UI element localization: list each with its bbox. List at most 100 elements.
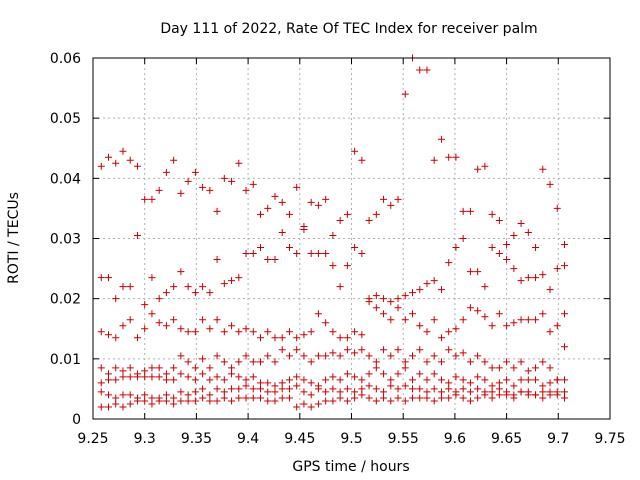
data-point bbox=[206, 186, 214, 194]
data-point bbox=[437, 334, 445, 342]
data-point bbox=[561, 388, 569, 396]
x-tick-label: 9.65 bbox=[491, 431, 522, 447]
data-point bbox=[126, 283, 134, 291]
data-point bbox=[358, 346, 366, 354]
data-point bbox=[97, 403, 105, 411]
data-point bbox=[162, 397, 170, 405]
y-tick-label: 0.01 bbox=[50, 352, 81, 368]
data-point bbox=[474, 385, 482, 393]
data-point bbox=[358, 391, 366, 399]
data-point bbox=[343, 262, 351, 270]
data-point bbox=[474, 307, 482, 315]
data-point bbox=[495, 385, 503, 393]
data-point bbox=[141, 373, 149, 381]
data-point bbox=[105, 331, 113, 339]
data-point bbox=[322, 250, 330, 258]
data-point bbox=[336, 376, 344, 384]
data-point bbox=[184, 283, 192, 291]
data-point bbox=[249, 394, 257, 402]
data-point bbox=[387, 298, 395, 306]
data-point bbox=[539, 165, 547, 173]
x-tick-label: 9.3 bbox=[134, 431, 156, 447]
data-point bbox=[343, 210, 351, 218]
data-point bbox=[97, 388, 105, 396]
data-point bbox=[293, 250, 301, 258]
data-point bbox=[394, 394, 402, 402]
data-point bbox=[300, 225, 308, 233]
data-point bbox=[285, 244, 293, 252]
data-point bbox=[372, 358, 380, 366]
data-point bbox=[228, 277, 236, 285]
data-point bbox=[155, 186, 163, 194]
data-point bbox=[524, 274, 532, 282]
data-point bbox=[249, 373, 257, 381]
data-point bbox=[133, 231, 141, 239]
data-point bbox=[539, 382, 547, 390]
data-point bbox=[561, 241, 569, 249]
data-point bbox=[546, 391, 554, 399]
data-point bbox=[372, 292, 380, 300]
data-point bbox=[524, 391, 532, 399]
data-point bbox=[264, 388, 272, 396]
data-point bbox=[488, 244, 496, 252]
data-point bbox=[119, 322, 127, 330]
data-point bbox=[459, 349, 467, 357]
data-point bbox=[177, 189, 185, 197]
data-point bbox=[401, 316, 409, 324]
data-point bbox=[351, 328, 359, 336]
data-point bbox=[184, 373, 192, 381]
data-point bbox=[314, 400, 322, 408]
data-point bbox=[199, 183, 207, 191]
data-point bbox=[264, 379, 272, 387]
data-point bbox=[524, 367, 532, 375]
data-point bbox=[170, 400, 178, 408]
data-point bbox=[148, 400, 156, 408]
data-point bbox=[553, 376, 561, 384]
data-point bbox=[387, 397, 395, 405]
data-point bbox=[213, 397, 221, 405]
data-point bbox=[409, 310, 417, 318]
data-point bbox=[394, 304, 402, 312]
data-point bbox=[423, 66, 431, 74]
data-point bbox=[481, 391, 489, 399]
data-point bbox=[481, 283, 489, 291]
data-point bbox=[155, 364, 163, 372]
data-point bbox=[264, 328, 272, 336]
data-point bbox=[466, 397, 474, 405]
data-point bbox=[336, 283, 344, 291]
data-point bbox=[452, 391, 460, 399]
data-point bbox=[264, 397, 272, 405]
data-point bbox=[170, 376, 178, 384]
data-point bbox=[206, 364, 214, 372]
data-point bbox=[162, 289, 170, 297]
data-point bbox=[141, 391, 149, 399]
data-point bbox=[474, 165, 482, 173]
data-point bbox=[271, 382, 279, 390]
data-point bbox=[191, 388, 199, 396]
x-tick-label: 9.4 bbox=[237, 431, 259, 447]
data-point bbox=[481, 162, 489, 170]
data-point bbox=[329, 328, 337, 336]
data-point bbox=[300, 331, 308, 339]
data-point bbox=[445, 385, 453, 393]
data-point bbox=[112, 334, 120, 342]
data-point bbox=[220, 388, 228, 396]
data-point bbox=[380, 370, 388, 378]
data-point bbox=[380, 388, 388, 396]
data-point bbox=[184, 358, 192, 366]
data-point bbox=[561, 343, 569, 351]
data-point bbox=[329, 349, 337, 357]
data-point bbox=[278, 385, 286, 393]
data-point bbox=[300, 352, 308, 360]
data-point bbox=[510, 265, 518, 273]
axis-ticks: 9.25 9.3 9.35 9.4 9.45 9.5 9.55 9.6 9.65 9.7 9.75 0… bbox=[50, 51, 626, 447]
data-point bbox=[307, 250, 315, 258]
data-point bbox=[423, 280, 431, 288]
data-point bbox=[517, 219, 525, 227]
data-point bbox=[387, 352, 395, 360]
data-point bbox=[133, 334, 141, 342]
data-point bbox=[401, 382, 409, 390]
data-point bbox=[474, 352, 482, 360]
data-point bbox=[488, 364, 496, 372]
data-point bbox=[517, 376, 525, 384]
